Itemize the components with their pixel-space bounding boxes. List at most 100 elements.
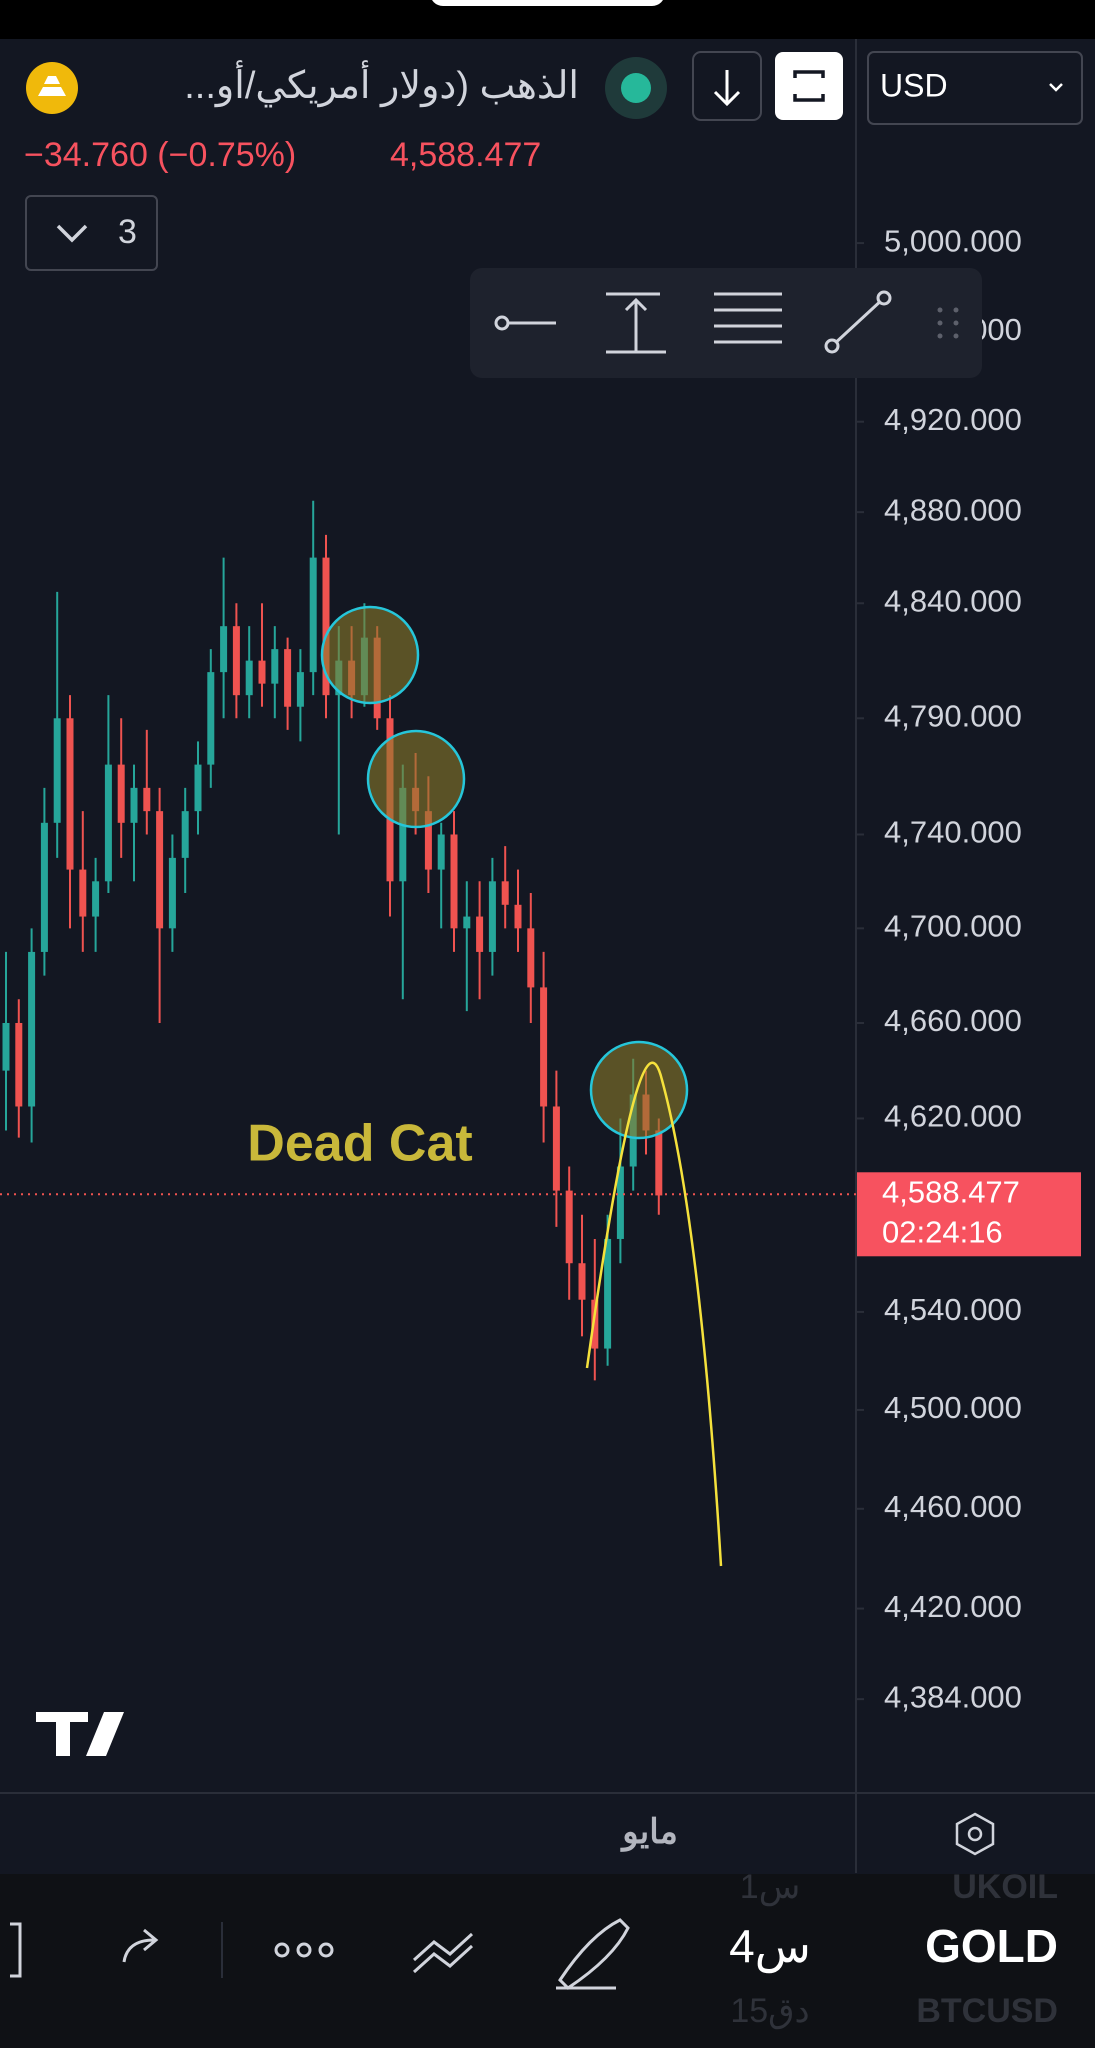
- candle-body: [232, 626, 240, 696]
- y-tick-label: 4,540.000: [884, 1292, 1022, 1327]
- candle-body: [476, 916, 484, 952]
- grip-dot: [953, 320, 959, 326]
- candle-body: [552, 1106, 560, 1191]
- grip-dot: [937, 320, 943, 326]
- more-button[interactable]: [274, 1942, 334, 1958]
- candle-body: [220, 626, 228, 673]
- indicators-tool[interactable]: [412, 1932, 474, 1974]
- candle-body: [92, 881, 100, 917]
- candle-body: [514, 904, 522, 929]
- parallel-tool: [714, 292, 782, 344]
- candle-body: [655, 1130, 663, 1196]
- y-tick-label: 4,660.000: [884, 1003, 1022, 1038]
- candle-body: [450, 834, 458, 929]
- drawing-toolbar: [470, 268, 982, 378]
- candle-body: [604, 1238, 612, 1349]
- candle-body: [2, 1022, 10, 1071]
- candle-body: [424, 811, 432, 870]
- candle-body: [565, 1190, 573, 1264]
- candle-body: [309, 557, 317, 673]
- redo-button[interactable]: [122, 1928, 159, 1963]
- candle-body: [437, 834, 445, 870]
- highlight-circle: [589, 1040, 689, 1140]
- settings-icon[interactable]: [955, 1812, 995, 1856]
- edge-button[interactable]: [10, 1922, 22, 1978]
- compare-icon: [793, 70, 825, 102]
- price-range-tool: [606, 292, 666, 354]
- candle-body: [540, 987, 548, 1107]
- tool-handle: [824, 338, 840, 354]
- dead-cat-curve: [585, 1061, 723, 1567]
- candle-body: [207, 672, 215, 765]
- price-change: −34.760 (−0.75%): [24, 136, 296, 174]
- currency: USD: [880, 67, 948, 103]
- countdown: 02:24:16: [882, 1214, 1003, 1249]
- market-open-dot: [621, 73, 651, 103]
- highlight-circle: [366, 729, 466, 829]
- candle-body: [40, 822, 48, 952]
- grip-dot: [937, 333, 943, 339]
- y-tick-label: 4,460.000: [884, 1489, 1022, 1524]
- prev-symbol[interactable]: UKOIL: [952, 1868, 1058, 1906]
- candle-body: [143, 787, 151, 812]
- draw-tool[interactable]: [556, 1918, 630, 1990]
- dropdown-arrow: [1049, 83, 1063, 92]
- settings-icon-center: [967, 1826, 983, 1842]
- compare-button[interactable]: [775, 52, 843, 120]
- candle-body: [501, 881, 509, 905]
- candle-body: [322, 557, 330, 696]
- overlay: Dead Cat: [36, 605, 723, 1756]
- tool-handle: [876, 290, 892, 306]
- grip-dot: [953, 333, 959, 339]
- y-tick-label: 4,920.000: [884, 402, 1022, 437]
- y-tick-label: 4,740.000: [884, 815, 1022, 850]
- indicators-toggle[interactable]: [25, 195, 158, 271]
- candle-body: [130, 787, 138, 823]
- last-price-box: [857, 1172, 1081, 1257]
- y-tick-label: 5,000.000: [884, 223, 1022, 258]
- chevron: [56, 224, 88, 243]
- candle-body: [117, 764, 125, 823]
- bottom-toolbar: [0, 1874, 1095, 2048]
- candle-body: [156, 811, 164, 929]
- candle-body: [296, 672, 304, 707]
- header-last-price: 4,588.477: [390, 136, 541, 174]
- next-symbol[interactable]: BTCUSD: [916, 1992, 1058, 2030]
- tool-handle: [494, 315, 510, 331]
- last-price-label: 4,588.477: [882, 1174, 1020, 1209]
- candle-body: [488, 881, 496, 952]
- prev-timeframe[interactable]: 1س: [740, 1868, 800, 1907]
- candle-body: [578, 1263, 586, 1300]
- candle-body: [181, 811, 189, 858]
- candle-body: [168, 857, 176, 929]
- download-button[interactable]: [692, 51, 762, 121]
- y-tick-label: 4,790.000: [884, 698, 1022, 733]
- currency-dropdown[interactable]: [867, 51, 1083, 125]
- next-timeframe[interactable]: 15دق: [730, 1992, 809, 2030]
- candle-body: [271, 649, 279, 684]
- symbol[interactable]: GOLD: [925, 1920, 1058, 1972]
- candle-body: [194, 764, 202, 812]
- gold-bars: [38, 76, 66, 96]
- symbol-name[interactable]: الذهب (دولار أمريكي/أو...: [184, 60, 579, 108]
- candle-body: [79, 869, 87, 917]
- candle-body: [591, 1299, 599, 1349]
- y-tick-label: 4,620.000: [884, 1099, 1022, 1134]
- grip-dot: [937, 307, 943, 313]
- candle-body: [53, 718, 61, 823]
- grip-dot: [953, 307, 959, 313]
- y-tick-label: 4,840.000: [884, 583, 1022, 618]
- y-tick-label: 4,500.000: [884, 1390, 1022, 1425]
- candle-body: [527, 928, 535, 988]
- download-icon: [713, 70, 741, 107]
- annotation: Dead Cat: [247, 1115, 472, 1173]
- y-tick-label: 4,420.000: [884, 1589, 1022, 1624]
- status-bar: [0, 0, 1095, 39]
- candle-body: [66, 718, 74, 870]
- candle-body: [463, 916, 471, 929]
- timeframe[interactable]: 4س: [729, 1920, 811, 1974]
- highlight-circle: [320, 605, 420, 705]
- camera-pill: [432, 0, 663, 6]
